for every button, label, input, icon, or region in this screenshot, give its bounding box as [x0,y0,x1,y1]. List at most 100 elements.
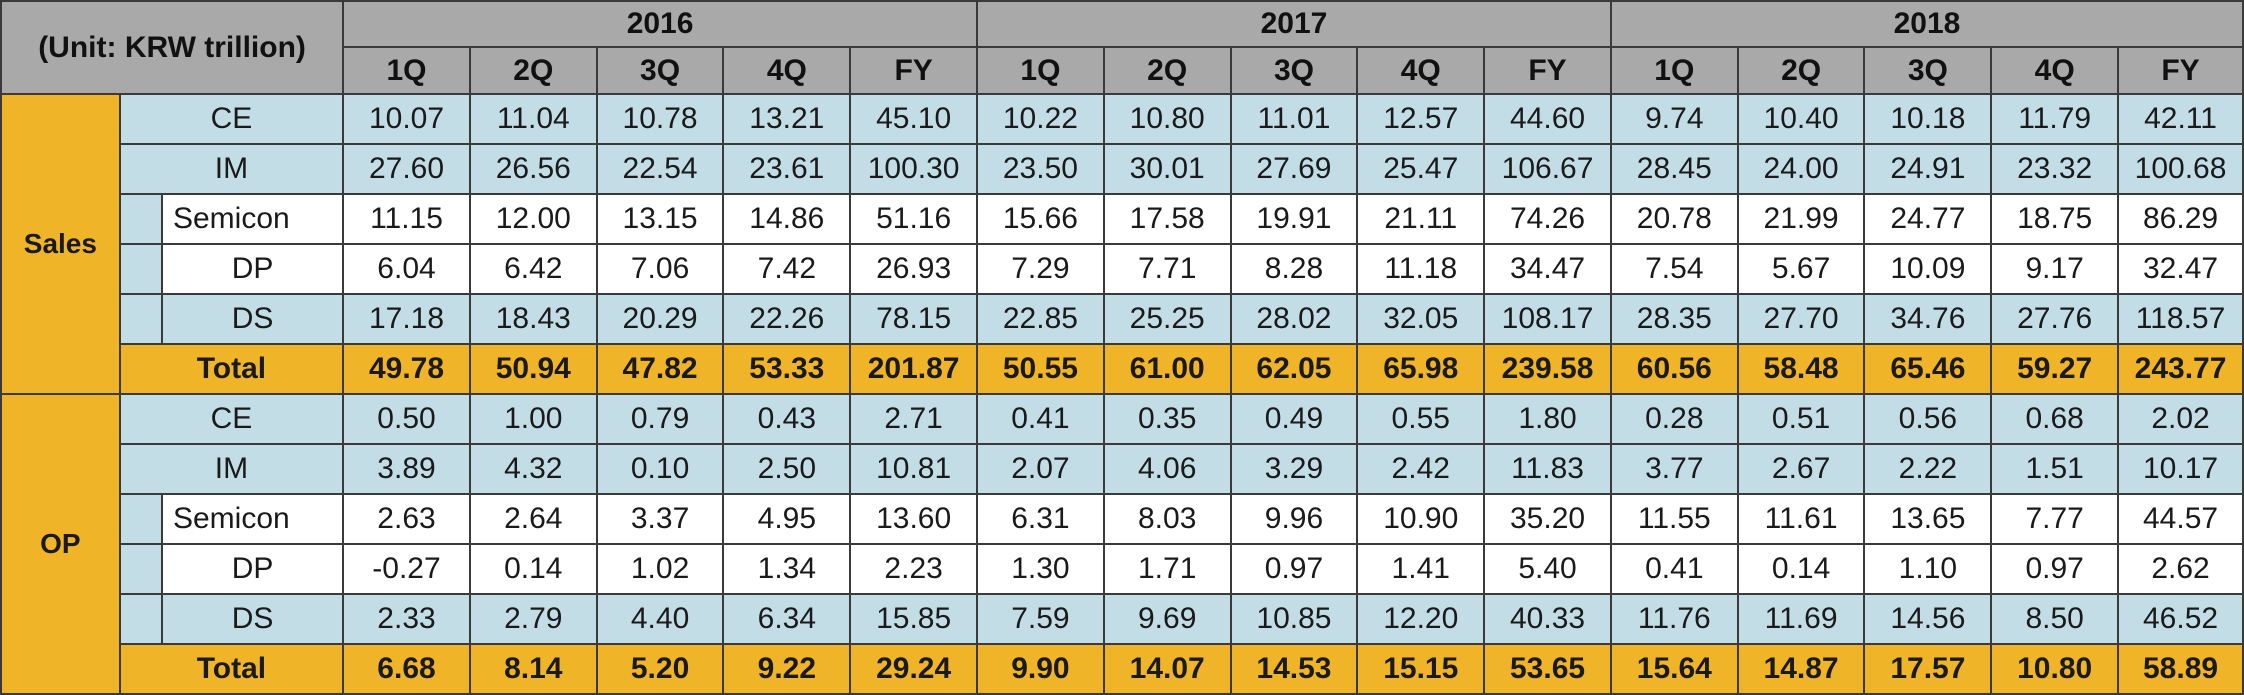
value-cell: 18.43 [468,293,598,345]
row-label: CE [118,393,345,445]
value-cell: 2.33 [342,593,471,645]
value-cell: 0.14 [468,543,598,595]
value-cell: 7.54 [1609,243,1739,295]
value-cell: 0.49 [1229,393,1359,445]
value-cell: 13.15 [595,193,725,245]
value-cell: 10.78 [595,93,725,145]
total-cell: 49.78 [342,343,471,395]
value-cell: 32.47 [2117,243,2244,295]
value-cell: 0.97 [1990,543,2120,595]
value-cell: 23.50 [976,143,1105,195]
value-cell: -0.27 [342,543,471,595]
value-cell: 2.02 [2117,393,2244,445]
total-cell: 239.58 [1483,343,1612,395]
unit-label: (Unit: KRW trillion) [0,0,345,95]
value-cell: 14.56 [1863,593,1993,645]
value-cell: 10.90 [1356,493,1486,545]
value-cell: 22.54 [595,143,725,195]
table-row: Semicon 2.63 2.64 3.37 4.95 13.60 6.31 8.03 9.96… [1,493,2244,545]
value-cell: 2.79 [468,593,598,645]
total-cell: 14.07 [1102,643,1232,695]
period-header-row: 1Q 2Q 3Q 4Q FY 1Q 2Q 3Q 4Q FY 1Q 2Q 3Q 4Q FY [1,46,2244,95]
total-cell: 58.48 [1736,343,1866,395]
value-cell: 12.00 [468,193,598,245]
value-cell: 9.96 [1229,493,1359,545]
period-header: FY [1483,46,1612,95]
total-cell: 65.98 [1356,343,1486,395]
value-cell: 6.42 [468,243,598,295]
value-cell: 1.30 [976,543,1105,595]
year-header-row: (Unit: KRW trillion) 2016 2017 2018 [0,0,2244,95]
value-cell: 8.28 [1229,243,1359,295]
value-cell: 0.41 [976,393,1105,445]
period-header: 2Q [468,46,598,95]
value-cell: 10.80 [1102,93,1232,145]
value-cell: 44.57 [2117,493,2244,545]
period-header: 2Q [1736,46,1866,95]
value-cell: 19.91 [1229,193,1359,245]
value-cell: 11.61 [1736,493,1866,545]
value-cell: 0.10 [595,443,725,495]
table-row: Semicon 11.15 12.00 13.15 14.86 51.16 15.66 17.… [1,193,2244,245]
value-cell: 22.26 [722,293,852,345]
value-cell: 74.26 [1483,193,1612,245]
value-cell: 118.57 [2117,293,2244,345]
total-cell: 9.22 [722,643,852,695]
value-cell: 28.35 [1609,293,1739,345]
value-cell: 10.07 [342,93,471,145]
value-cell: 2.23 [849,543,979,595]
value-cell: 8.50 [1990,593,2120,645]
value-cell: 3.37 [595,493,725,545]
value-cell: 45.10 [849,93,979,145]
value-cell: 12.20 [1356,593,1486,645]
value-cell: 15.66 [976,193,1105,245]
indent-cell [118,293,163,345]
value-cell: 7.77 [1990,493,2120,545]
value-cell: 100.30 [849,143,979,195]
value-cell: 2.63 [342,493,471,545]
value-cell: 2.71 [849,393,979,445]
period-header: 3Q [1229,46,1359,95]
value-cell: 4.40 [595,593,725,645]
value-cell: 6.34 [722,593,852,645]
table-row: OP CE 0.50 1.00 0.79 0.43 2.71 0.41 0.35 0.49 0.55… [0,393,2244,695]
value-cell: 20.29 [595,293,725,345]
sub-row-label: DS [160,593,345,645]
value-cell: 46.52 [2117,593,2244,645]
indent-cell [118,193,163,245]
sub-row-label: Semicon [160,493,345,545]
value-cell: 1.02 [595,543,725,595]
value-cell: 6.04 [342,243,471,295]
value-cell: 11.04 [468,93,598,145]
total-cell: 60.56 [1609,343,1739,395]
value-cell: 4.32 [468,443,598,495]
total-cell: 15.15 [1356,643,1486,695]
value-cell: 7.42 [722,243,852,295]
total-cell: 50.55 [976,343,1105,395]
value-cell: 22.85 [976,293,1105,345]
value-cell: 23.61 [722,143,852,195]
value-cell: 106.67 [1483,143,1612,195]
value-cell: 0.56 [1863,393,1993,445]
value-cell: 26.93 [849,243,979,295]
period-header: 1Q [976,46,1105,95]
value-cell: 10.22 [976,93,1105,145]
value-cell: 3.77 [1609,443,1739,495]
value-cell: 9.69 [1102,593,1232,645]
value-cell: 20.78 [1609,193,1739,245]
value-cell: 0.50 [342,393,471,445]
value-cell: 35.20 [1483,493,1612,545]
row-label: IM [118,143,345,195]
value-cell: 6.31 [976,493,1105,545]
sub-row-label: DP [160,243,345,295]
year-header: 2017 [976,0,1612,48]
value-cell: 100.68 [2117,143,2244,195]
value-cell: 51.16 [849,193,979,245]
section-label: Sales [0,93,121,395]
value-cell: 27.69 [1229,143,1359,195]
value-cell: 42.11 [2117,93,2244,145]
value-cell: 24.91 [1863,143,1993,195]
value-cell: 7.06 [595,243,725,295]
value-cell: 5.40 [1483,543,1612,595]
